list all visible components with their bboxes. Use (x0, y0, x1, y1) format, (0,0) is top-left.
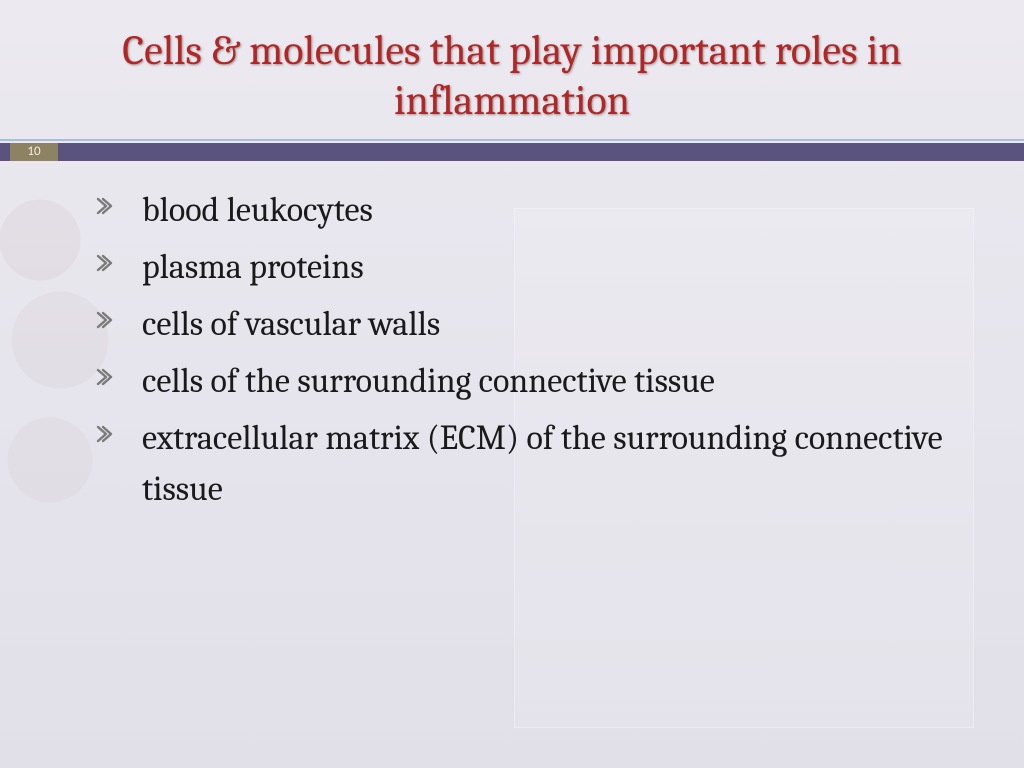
separator: 10 (0, 139, 1024, 161)
list-item: plasma proteins (96, 242, 964, 293)
separator-bar (0, 143, 1024, 161)
list-item-text: extracellular matrix (ECM) of the surrou… (142, 418, 943, 509)
slide-title: Cells & molecules that play important ro… (0, 0, 1024, 139)
list-item: cells of the surrounding connective tiss… (96, 356, 964, 407)
content-area: blood leukocytes plasma proteins cells o… (0, 161, 1024, 515)
list-item-text: cells of the surrounding connective tiss… (142, 361, 715, 401)
list-item: cells of vascular walls (96, 299, 964, 350)
list-item-text: cells of vascular walls (142, 304, 440, 344)
slide: Cells & molecules that play important ro… (0, 0, 1024, 768)
list-item: extracellular matrix (ECM) of the surrou… (96, 413, 964, 515)
list-item: blood leukocytes (96, 185, 964, 236)
bullet-list: blood leukocytes plasma proteins cells o… (96, 185, 964, 515)
page-number-badge: 10 (10, 143, 58, 161)
list-item-text: plasma proteins (142, 247, 364, 287)
list-item-text: blood leukocytes (142, 190, 373, 230)
